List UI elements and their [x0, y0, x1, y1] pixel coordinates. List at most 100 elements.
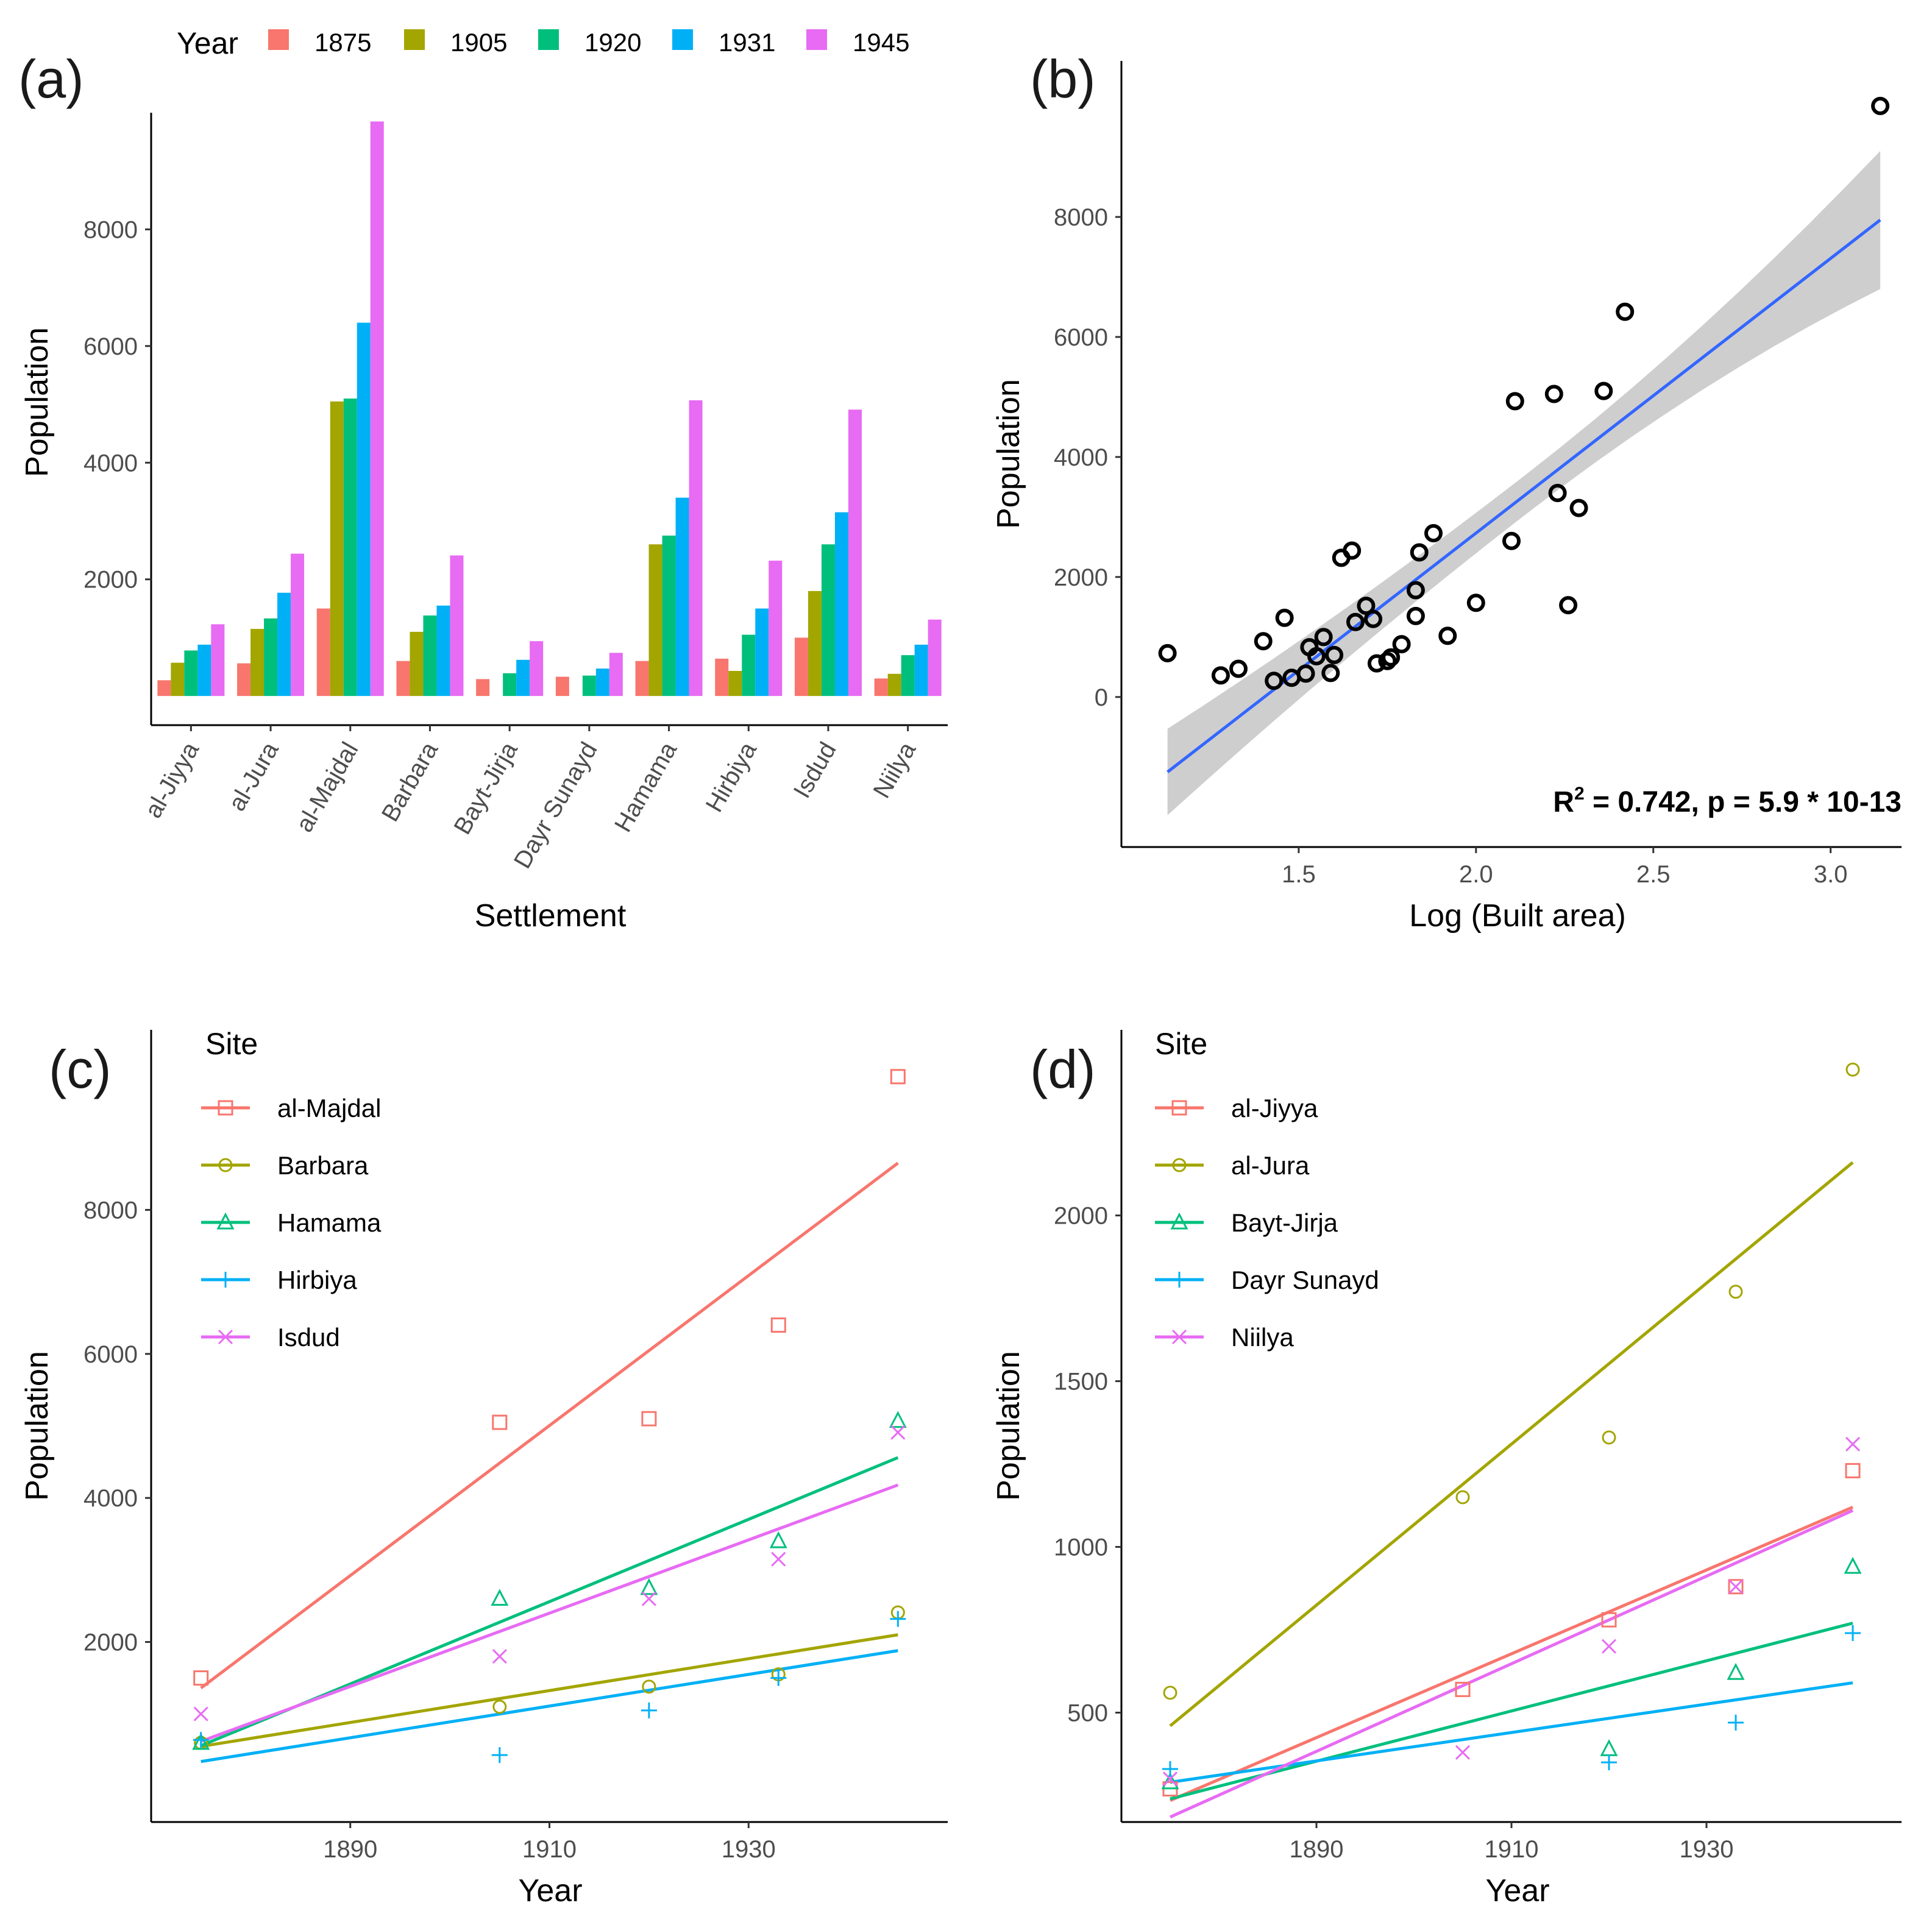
bar-legend-label: 1931 [719, 28, 775, 57]
trend-c-point-Hamama [192, 1732, 210, 1750]
bar-1945 [211, 624, 225, 697]
scatter-x-axis-title: Log (Built area) [1409, 898, 1626, 934]
bar-1920 [901, 655, 915, 697]
bar-1945 [370, 121, 384, 697]
bar-1905 [808, 590, 822, 697]
bar-y-tick-label: 6000 [83, 333, 138, 360]
scatter-point [1544, 385, 1563, 403]
trend-d-point-Dayr Sunayd [1601, 1754, 1617, 1771]
trend-c-y-tick-label: 2000 [83, 1629, 138, 1656]
bar-1875 [715, 658, 729, 697]
scatter-point [1325, 645, 1344, 664]
scatter-point [1357, 597, 1376, 615]
trend-c-y-axis-title: Population [20, 1351, 55, 1501]
bar-1905 [887, 673, 901, 697]
trend-d-point-al-Jura [1455, 1490, 1470, 1505]
scatter-point [1254, 632, 1273, 651]
bar-1920 [821, 544, 835, 697]
bar-legend-swatch-1905 [404, 29, 425, 50]
trend-c-point-Hamama [640, 1578, 658, 1595]
bar-1931 [436, 605, 450, 697]
bar-1875 [396, 661, 410, 697]
scatter-point [1382, 648, 1401, 667]
trend-c-point-Hirbiya [491, 1747, 508, 1764]
trend-c-point-al-Majdal [641, 1411, 657, 1427]
scatter-point [1314, 628, 1333, 647]
trend-d-point-al-Jura [1728, 1285, 1743, 1299]
scatter-point [1871, 96, 1890, 115]
scatter-y-tick-label: 4000 [1054, 444, 1108, 471]
scatter-point [1424, 523, 1443, 542]
trend-d-legend-marker-al-Jiyya [1171, 1100, 1187, 1116]
scatter-point [1378, 651, 1397, 670]
scatter-point [1321, 664, 1340, 682]
scatter-point [1406, 581, 1425, 600]
bar-1945 [769, 561, 783, 697]
scatter-point [1466, 594, 1485, 612]
trend-c-point-Hirbiya [890, 1611, 906, 1627]
scatter-point [1559, 596, 1578, 615]
trend-c-legend-label: Barbara [277, 1151, 369, 1180]
bar-y-axis-title: Population [20, 327, 55, 477]
scatter-y-tick-label: 8000 [1054, 204, 1108, 231]
bar-1931 [755, 608, 769, 697]
trend-d-point-al-Jiyya [1455, 1681, 1471, 1697]
trend-c-point-Hirbiya [193, 1732, 209, 1748]
scatter-point [1265, 672, 1284, 690]
bar-1920 [742, 634, 756, 697]
trend-chart-panel-c: 2000 4000 6000 8000 1890 1910 1930 al-Majdal Bar… [83, 1030, 948, 1863]
scatter-point [1392, 635, 1411, 654]
trend-d-point-Bayt-Jirja [1844, 1556, 1862, 1574]
bar-legend-label: 1905 [450, 28, 507, 57]
trend-c-point-Hamama [769, 1531, 787, 1548]
bar-1905 [330, 401, 344, 697]
trend-d-legend-marker-Dayr Sunayd [1171, 1272, 1187, 1288]
scatter-point [1438, 626, 1457, 645]
bar-x-axis-title: Settlement [475, 898, 627, 934]
scatter-point [1229, 659, 1248, 678]
panel-b-label: (b) [1030, 49, 1096, 109]
scatter-point [1364, 609, 1383, 628]
trend-c-point-Isdud [641, 1591, 656, 1606]
scatter-point [1505, 392, 1524, 411]
trend-c-point-Hirbiya [641, 1702, 657, 1718]
bar-1875 [316, 608, 330, 697]
trend-d-point-Dayr Sunayd [1845, 1625, 1861, 1641]
trend-c-fit-line-Barbara [201, 1633, 898, 1748]
trend-c-legend-label: Isdud [277, 1323, 340, 1352]
trend-c-legend-label: al-Majdal [277, 1094, 381, 1122]
trend-c-legend-label: Hamama [277, 1208, 382, 1237]
trend-d-point-Niilya [1845, 1436, 1861, 1452]
panel-d-label: (d) [1030, 1039, 1096, 1099]
trend-d-point-al-Jiyya [1601, 1612, 1617, 1628]
trend-d-point-Dayr Sunayd [1162, 1760, 1178, 1777]
bar-1905 [171, 662, 185, 697]
scatter-point [1406, 606, 1425, 625]
trend-c-x-tick-label: 1910 [522, 1836, 577, 1863]
trend-c-point-Hirbiya [770, 1670, 787, 1686]
trend-c-y-tick-label: 8000 [83, 1197, 138, 1224]
bar-legend-label: 1920 [584, 28, 641, 57]
trend-c-point-Isdud [492, 1649, 507, 1664]
bar-1905 [410, 631, 424, 697]
trend-d-legend-label: Niilya [1231, 1323, 1294, 1352]
bar-1875 [476, 679, 490, 697]
trend-c-y-tick-label: 6000 [83, 1341, 138, 1368]
trend-d-legend-marker-al-Jura [1172, 1158, 1187, 1172]
trend-c-point-al-Majdal [890, 1069, 906, 1085]
bar-1931 [914, 644, 928, 697]
trend-d-point-al-Jura [1845, 1062, 1860, 1077]
trend-d-point-Niilya [1601, 1639, 1617, 1654]
trend-d-y-axis-title: Population [991, 1351, 1026, 1501]
trend-c-x-tick-label: 1930 [722, 1836, 776, 1863]
trend-d-legend-label: Dayr Sunayd [1231, 1266, 1379, 1294]
trend-d-point-al-Jiyya [1728, 1579, 1744, 1595]
trend-d-point-Dayr Sunayd [1728, 1714, 1744, 1731]
scatter-point [1569, 498, 1588, 517]
trend-d-point-Niilya [1455, 1745, 1471, 1760]
scatter-point [1502, 531, 1521, 550]
trend-c-legend-marker-Barbara [218, 1158, 233, 1172]
